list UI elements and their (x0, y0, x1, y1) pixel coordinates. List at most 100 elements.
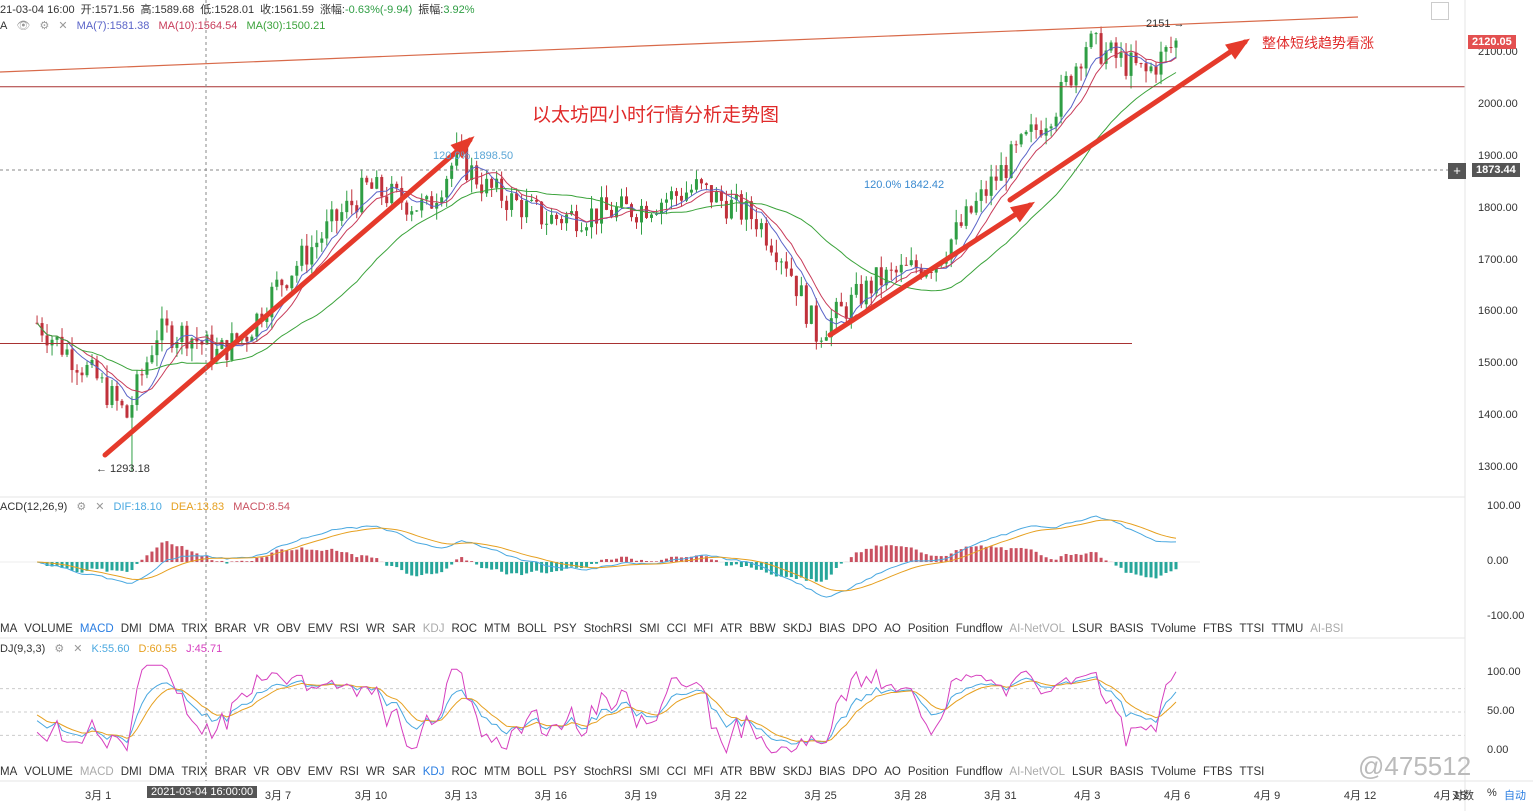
tab-vr[interactable]: VR (253, 623, 270, 635)
close-icon[interactable]: ✕ (95, 501, 105, 513)
tab-tvolume[interactable]: TVolume (1150, 766, 1196, 778)
tab-kdj[interactable]: KDJ (422, 623, 445, 635)
price-tick: 1600.00 (1478, 305, 1518, 318)
time-tick: 2021-03-04 16:00:00 (147, 786, 258, 798)
tab-cci[interactable]: CCI (666, 766, 687, 778)
tab-ai-netvol[interactable]: AI-NetVOL (1009, 766, 1066, 778)
log-scale-toggle[interactable]: 对数 (1452, 790, 1474, 802)
tab-position[interactable]: Position (907, 766, 949, 778)
tab-mfi[interactable]: MFI (693, 766, 714, 778)
tab-ttsi[interactable]: TTSI (1239, 766, 1265, 778)
tab-smi[interactable]: SMI (639, 623, 660, 635)
tab-sar[interactable]: SAR (392, 623, 416, 635)
tab-brar[interactable]: BRAR (214, 623, 247, 635)
tab-dpo[interactable]: DPO (852, 623, 878, 635)
tab-boll[interactable]: BOLL (517, 623, 547, 635)
settings-icon[interactable]: ⚙ (39, 20, 50, 32)
tab-wr[interactable]: WR (365, 766, 386, 778)
tab-obv[interactable]: OBV (276, 766, 301, 778)
tab-ao[interactable]: AO (884, 623, 901, 635)
time-tick: 3月 22 (714, 790, 747, 802)
tab-ttsi[interactable]: TTSI (1239, 623, 1265, 635)
fullscreen-icon[interactable] (1431, 2, 1449, 20)
auto-scale-toggle[interactable]: 自动 (1504, 790, 1526, 802)
tab-bias[interactable]: BIAS (819, 623, 846, 635)
tab-obv[interactable]: OBV (276, 623, 301, 635)
time-tick: 4月 6 (1164, 790, 1191, 802)
tab-boll[interactable]: BOLL (517, 766, 547, 778)
percent-toggle[interactable]: % (1487, 787, 1497, 799)
close-icon[interactable]: ✕ (58, 20, 68, 32)
tab-trix[interactable]: TRIX (181, 623, 208, 635)
tab-tvolume[interactable]: TVolume (1150, 623, 1196, 635)
tab-mtm[interactable]: MTM (484, 766, 511, 778)
settings-icon[interactable]: ⚙ (76, 501, 87, 513)
tab-bias[interactable]: BIAS (819, 766, 846, 778)
tab-ftbs[interactable]: FTBS (1203, 766, 1233, 778)
tab-ai-bsi[interactable]: AI-BSI (1310, 623, 1344, 635)
tab-cci[interactable]: CCI (666, 623, 687, 635)
tab-rsi[interactable]: RSI (339, 766, 359, 778)
time-tick: 3月 19 (624, 790, 657, 802)
tab-atr[interactable]: ATR (720, 623, 743, 635)
settings-icon[interactable]: ⚙ (54, 643, 65, 655)
tab-mtm[interactable]: MTM (484, 623, 511, 635)
tab-ma[interactable]: MA (0, 623, 18, 635)
eye-icon[interactable]: 👁 (16, 20, 31, 32)
tab-lsur[interactable]: LSUR (1072, 623, 1103, 635)
tab-macd[interactable]: MACD (79, 623, 114, 635)
tab-stochrsi[interactable]: StochRSI (583, 766, 633, 778)
price-tick: 1400.00 (1478, 409, 1518, 422)
tab-kdj[interactable]: KDJ (422, 766, 445, 778)
tab-wr[interactable]: WR (365, 623, 386, 635)
tab-ai-netvol[interactable]: AI-NetVOL (1009, 623, 1066, 635)
add-alert-button[interactable]: + (1448, 163, 1466, 179)
tab-volume[interactable]: VOLUME (24, 623, 73, 635)
tab-skdj[interactable]: SKDJ (782, 623, 813, 635)
tab-fundflow[interactable]: Fundflow (955, 623, 1003, 635)
tab-dmi[interactable]: DMI (120, 766, 142, 778)
close-icon[interactable]: ✕ (73, 643, 83, 655)
tab-skdj[interactable]: SKDJ (782, 766, 813, 778)
tab-dma[interactable]: DMA (148, 623, 175, 635)
tab-bbw[interactable]: BBW (749, 766, 776, 778)
tab-mfi[interactable]: MFI (693, 623, 714, 635)
tab-emv[interactable]: EMV (307, 766, 333, 778)
tab-ma[interactable]: MA (0, 766, 18, 778)
tab-ao[interactable]: AO (884, 766, 901, 778)
tab-fundflow[interactable]: Fundflow (955, 766, 1003, 778)
tab-dpo[interactable]: DPO (852, 766, 878, 778)
tab-dma[interactable]: DMA (148, 766, 175, 778)
tab-bbw[interactable]: BBW (749, 623, 776, 635)
tab-sar[interactable]: SAR (392, 766, 416, 778)
tab-basis[interactable]: BASIS (1109, 766, 1144, 778)
macd-panel (0, 515, 1200, 598)
tab-basis[interactable]: BASIS (1109, 623, 1144, 635)
tab-macd[interactable]: MACD (79, 766, 114, 778)
tab-ftbs[interactable]: FTBS (1203, 623, 1233, 635)
time-tick: 3月 13 (444, 790, 478, 802)
indicator-tabs: MA VOLUME MACD DMI DMA TRIX BRAR VR OBV EMV RSI WR S… (0, 623, 1350, 641)
tab-trix[interactable]: TRIX (181, 766, 208, 778)
tab-roc[interactable]: ROC (451, 766, 478, 778)
tab-emv[interactable]: EMV (307, 623, 333, 635)
tab-psy[interactable]: PSY (553, 623, 577, 635)
tab-dmi[interactable]: DMI (120, 623, 142, 635)
tab-stochrsi[interactable]: StochRSI (583, 623, 633, 635)
tab-rsi[interactable]: RSI (339, 623, 359, 635)
tab-brar[interactable]: BRAR (214, 766, 247, 778)
dif-value: DIF:18.10 (113, 501, 162, 513)
tab-atr[interactable]: ATR (720, 766, 743, 778)
macd-tick: -100.00 (1487, 610, 1525, 622)
tab-position[interactable]: Position (907, 623, 949, 635)
tab-smi[interactable]: SMI (639, 766, 660, 778)
tab-vr[interactable]: VR (253, 766, 270, 778)
tab-ttmu[interactable]: TTMU (1271, 623, 1304, 635)
ma-prefix: A (0, 20, 8, 32)
tab-volume[interactable]: VOLUME (24, 766, 73, 778)
tab-psy[interactable]: PSY (553, 766, 577, 778)
time-tick: 3月 28 (894, 790, 927, 802)
tab-roc[interactable]: ROC (451, 623, 478, 635)
tab-lsur[interactable]: LSUR (1072, 766, 1103, 778)
